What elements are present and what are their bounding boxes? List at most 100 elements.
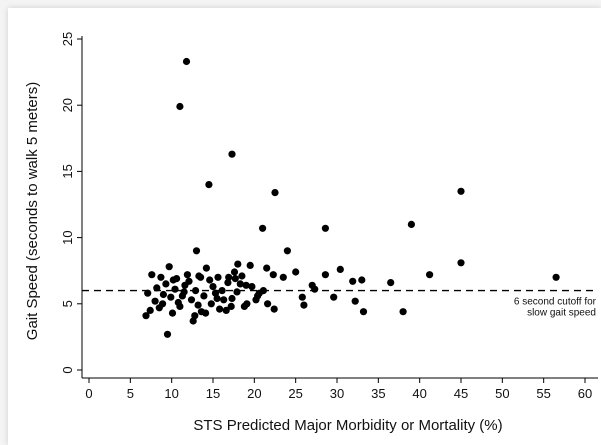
x-tick-label: 10 [164, 386, 178, 401]
data-point [426, 271, 434, 279]
data-points [142, 57, 560, 338]
x-tick-label: 25 [288, 386, 302, 401]
data-point [153, 284, 161, 292]
scatter-plot: 0 5 10 15 20 25 30 35 40 45 50 55 60 0 5 10 15 20 25 6 sec… [24, 32, 598, 434]
data-point [205, 181, 213, 189]
x-tick-label: 55 [536, 386, 550, 401]
data-point [399, 308, 407, 316]
data-point [279, 273, 287, 281]
x-tick-label: 35 [371, 386, 385, 401]
axes: 0 5 10 15 20 25 30 35 40 45 50 55 60 0 5 10 15 20 25 [60, 32, 598, 401]
data-point [194, 301, 202, 309]
data-point [231, 275, 239, 283]
data-point [192, 247, 201, 255]
data-point [202, 309, 210, 317]
x-tick-label: 40 [412, 386, 426, 401]
data-point [457, 259, 465, 267]
data-point [165, 263, 173, 271]
data-point [311, 285, 319, 293]
data-point [228, 294, 236, 303]
y-tick-label: 20 [60, 98, 75, 112]
data-point [197, 273, 205, 281]
data-point [180, 288, 188, 296]
data-point [330, 293, 338, 301]
y-tick-label: 15 [60, 164, 75, 178]
data-point [407, 220, 415, 228]
data-point [176, 102, 184, 111]
data-point [255, 289, 263, 297]
data-point [242, 281, 250, 289]
data-point [207, 300, 215, 308]
data-point [159, 290, 167, 299]
data-point [216, 305, 224, 313]
chart-figure: 0 5 10 15 20 25 30 35 40 45 50 55 60 0 5 10 15 20 25 6 sec… [8, 8, 601, 445]
data-point [336, 265, 344, 273]
x-tick-label: 20 [247, 386, 261, 401]
data-point [321, 224, 329, 232]
x-tick-label: 30 [330, 386, 344, 401]
data-point [234, 260, 242, 268]
data-point [146, 306, 154, 314]
data-point [167, 293, 175, 301]
data-point [230, 268, 239, 276]
data-point [457, 187, 465, 195]
data-point [174, 298, 182, 307]
x-tick-label: 15 [206, 386, 220, 401]
data-point [270, 305, 278, 313]
data-point [269, 271, 277, 279]
data-point [185, 277, 193, 285]
data-point [163, 330, 172, 338]
data-point [292, 268, 300, 276]
data-point [142, 312, 150, 320]
y-tick-label: 25 [60, 32, 75, 46]
data-point [162, 280, 170, 288]
data-point [159, 300, 167, 308]
data-point [211, 289, 220, 297]
data-point [220, 296, 228, 304]
data-point [552, 273, 560, 281]
data-point [144, 289, 152, 297]
x-axis-title: STS Predicted Major Morbidity or Mortali… [193, 417, 502, 434]
x-tick-label: 45 [454, 386, 468, 401]
data-point [157, 273, 165, 281]
data-point [228, 150, 236, 158]
x-tick-label: 50 [495, 386, 509, 401]
data-point [200, 292, 208, 300]
data-point [259, 224, 267, 232]
data-point [151, 297, 159, 305]
data-point [187, 296, 196, 304]
data-point [233, 288, 241, 296]
data-point [192, 287, 200, 295]
y-axis-title: Gait Speed (seconds to walk 5 meters) [24, 82, 41, 340]
x-tick-label: 60 [578, 386, 592, 401]
data-point [227, 302, 235, 310]
data-point [171, 285, 179, 293]
data-point [283, 247, 291, 255]
data-point [214, 273, 222, 281]
data-point [222, 306, 230, 314]
data-point [264, 300, 272, 308]
data-point [271, 189, 279, 197]
data-point [351, 297, 359, 305]
data-point [252, 296, 260, 304]
cutoff-label-line2: slow gait speed [527, 308, 596, 319]
data-point [298, 293, 306, 301]
data-point [359, 308, 368, 316]
data-point [183, 271, 191, 279]
data-point [224, 279, 232, 287]
y-tick-label: 5 [60, 300, 75, 307]
x-tick-label: 0 [85, 386, 92, 401]
data-point [206, 276, 214, 284]
data-point [202, 264, 210, 272]
x-tick-label: 5 [127, 386, 134, 401]
data-point [358, 276, 366, 284]
data-point [169, 276, 177, 284]
data-point [248, 283, 256, 291]
data-point [321, 271, 329, 279]
data-point [209, 283, 217, 291]
data-point [148, 271, 156, 279]
data-point [168, 309, 177, 317]
data-point [236, 280, 244, 288]
data-point [191, 312, 199, 320]
data-point [246, 261, 254, 269]
